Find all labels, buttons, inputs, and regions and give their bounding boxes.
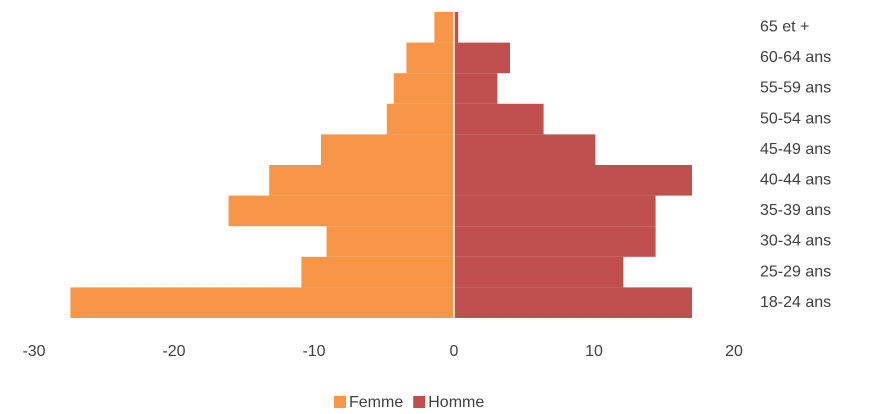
- legend-label: Homme: [428, 394, 484, 411]
- y-tick-label: 40-44 ans: [760, 172, 831, 189]
- bar: [406, 42, 454, 74]
- x-tick-label: -30: [22, 343, 45, 360]
- bar: [454, 226, 656, 257]
- x-tick-label: 10: [585, 343, 603, 360]
- bar: [454, 73, 498, 104]
- bar: [269, 165, 454, 196]
- bar: [70, 287, 455, 318]
- bar: [454, 287, 692, 318]
- bar: [393, 73, 454, 104]
- x-tick-label: 0: [450, 343, 459, 360]
- y-tick-label: 18-24 ans: [760, 294, 831, 311]
- x-tick-label: -10: [302, 343, 325, 360]
- y-tick-label: 50-54 ans: [760, 110, 831, 127]
- legend-swatch: [334, 396, 346, 408]
- bar: [434, 12, 454, 43]
- legend-swatch: [413, 396, 426, 408]
- y-tick-label: 35-39 ans: [760, 202, 831, 219]
- bar: [454, 256, 624, 288]
- bar: [454, 134, 596, 165]
- y-tick-label: 55-59 ans: [760, 80, 831, 97]
- x-tick-label: 20: [725, 343, 743, 360]
- y-tick-label: 60-64 ans: [760, 49, 831, 66]
- bar: [386, 103, 454, 135]
- bar: [454, 12, 459, 43]
- bar: [454, 165, 692, 196]
- bar: [454, 103, 544, 135]
- bar: [321, 134, 454, 165]
- y-tick-label: 65 et +: [760, 19, 809, 36]
- bar: [301, 256, 454, 288]
- bar: [454, 195, 656, 227]
- y-tick-label: 45-49 ans: [760, 141, 831, 158]
- bar: [228, 195, 454, 227]
- y-tick-label: 25-29 ans: [760, 263, 831, 280]
- bar: [326, 226, 454, 257]
- y-tick-label: 30-34 ans: [760, 233, 831, 250]
- bar: [454, 42, 510, 74]
- legend-label: Femme: [349, 394, 403, 411]
- x-tick-label: -20: [162, 343, 185, 360]
